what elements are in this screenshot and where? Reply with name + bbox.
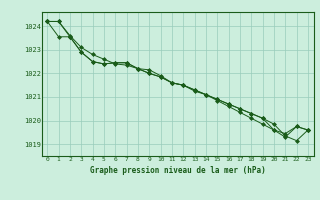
X-axis label: Graphe pression niveau de la mer (hPa): Graphe pression niveau de la mer (hPa): [90, 166, 266, 175]
